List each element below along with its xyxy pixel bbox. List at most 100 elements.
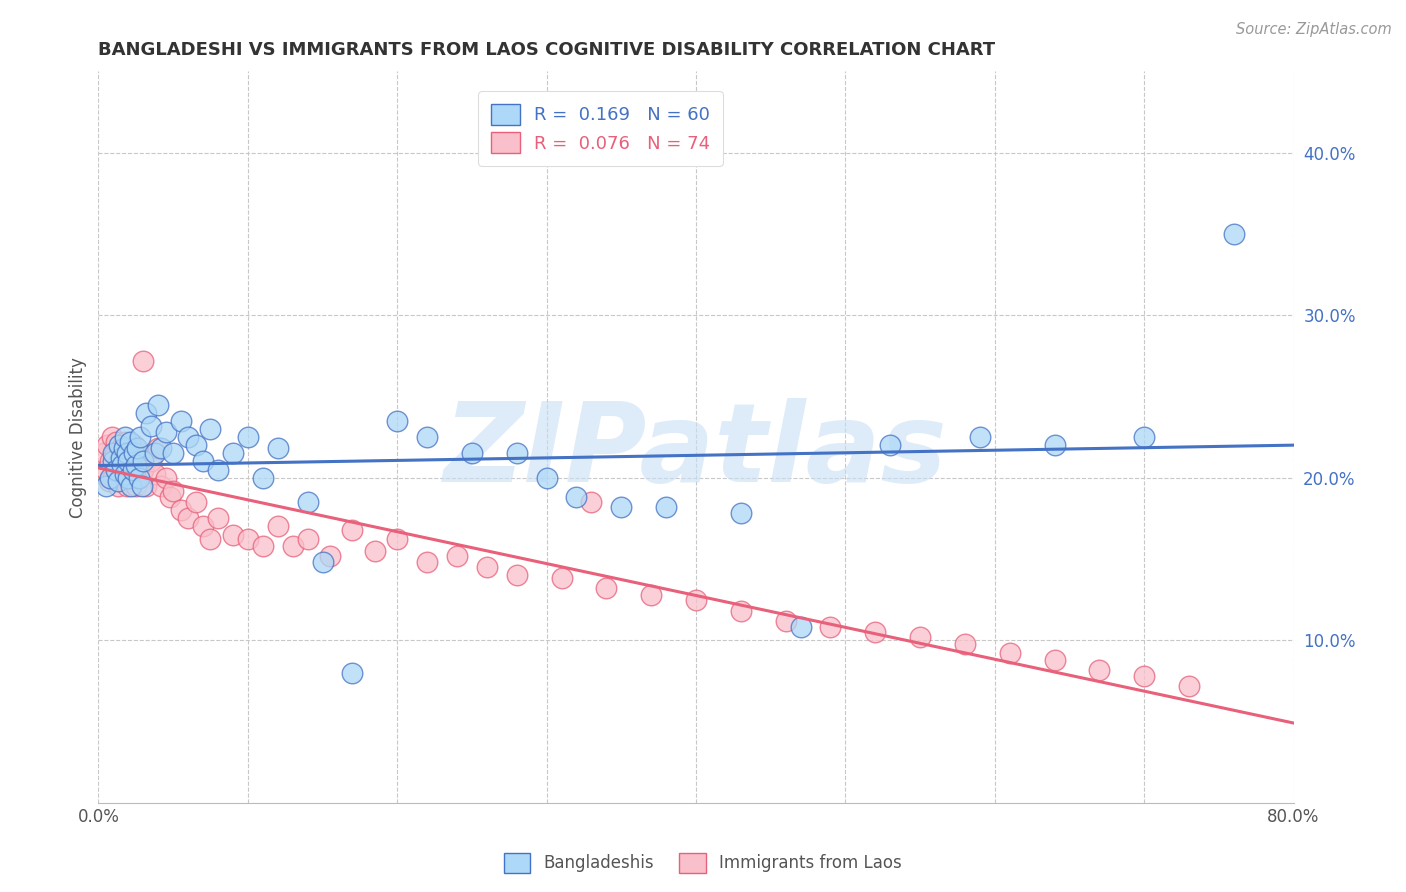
Point <box>125 458 148 472</box>
Point <box>139 418 162 433</box>
Point <box>640 588 662 602</box>
Point <box>775 614 797 628</box>
Point <box>104 446 127 460</box>
Point <box>96 438 118 452</box>
Point <box>107 479 129 493</box>
Point <box>103 471 125 485</box>
Point <box>124 446 146 460</box>
Point <box>200 422 222 436</box>
Point <box>565 490 588 504</box>
Point <box>114 467 136 482</box>
Point <box>252 471 274 485</box>
Point <box>110 467 132 482</box>
Point <box>177 511 200 525</box>
Legend: Bangladeshis, Immigrants from Laos: Bangladeshis, Immigrants from Laos <box>498 847 908 880</box>
Point <box>148 442 170 456</box>
Point <box>129 430 152 444</box>
Point <box>117 454 139 468</box>
Point <box>162 446 184 460</box>
Point <box>114 454 136 468</box>
Point <box>177 430 200 444</box>
Point <box>184 438 207 452</box>
Point <box>139 454 162 468</box>
Point <box>820 620 842 634</box>
Point <box>111 458 134 472</box>
Point <box>191 454 214 468</box>
Point <box>135 406 157 420</box>
Point <box>1088 663 1111 677</box>
Point <box>129 446 152 460</box>
Point <box>169 503 191 517</box>
Point <box>1178 679 1201 693</box>
Point <box>342 523 364 537</box>
Point <box>200 533 222 547</box>
Point <box>595 581 617 595</box>
Point <box>281 539 304 553</box>
Point <box>131 479 153 493</box>
Point <box>127 471 149 485</box>
Point <box>385 533 409 547</box>
Point <box>111 446 134 460</box>
Point <box>159 490 181 504</box>
Y-axis label: Cognitive Disability: Cognitive Disability <box>69 357 87 517</box>
Point <box>114 434 136 449</box>
Point <box>342 665 364 680</box>
Point <box>311 555 333 569</box>
Point <box>121 462 143 476</box>
Point <box>730 604 752 618</box>
Point <box>191 519 214 533</box>
Point <box>98 454 122 468</box>
Point <box>1043 438 1066 452</box>
Text: ZIPatlas: ZIPatlas <box>444 398 948 505</box>
Point <box>236 430 259 444</box>
Point <box>865 625 887 640</box>
Point <box>117 471 139 485</box>
Point <box>222 446 245 460</box>
Point <box>267 519 290 533</box>
Point <box>93 446 115 460</box>
Text: Source: ZipAtlas.com: Source: ZipAtlas.com <box>1236 22 1392 37</box>
Point <box>655 500 678 514</box>
Point <box>143 467 166 482</box>
Point <box>132 462 155 476</box>
Point <box>121 451 143 466</box>
Point <box>105 462 128 476</box>
Point <box>114 430 136 444</box>
Point <box>101 430 124 444</box>
Point <box>953 636 976 650</box>
Point <box>97 474 120 488</box>
Point <box>105 434 128 449</box>
Text: BANGLADESHI VS IMMIGRANTS FROM LAOS COGNITIVE DISABILITY CORRELATION CHART: BANGLADESHI VS IMMIGRANTS FROM LAOS COGN… <box>98 41 995 59</box>
Point <box>908 630 931 644</box>
Point <box>132 353 155 368</box>
Point <box>236 533 259 547</box>
Point <box>550 572 572 586</box>
Point <box>416 430 439 444</box>
Point <box>385 414 409 428</box>
Point <box>112 442 135 456</box>
Point <box>108 438 131 452</box>
Point <box>150 479 173 493</box>
Point <box>319 549 342 563</box>
Point <box>267 442 290 456</box>
Point <box>879 438 901 452</box>
Point <box>150 442 173 456</box>
Point <box>124 438 146 452</box>
Point <box>461 446 484 460</box>
Point <box>252 539 274 553</box>
Point <box>998 646 1021 660</box>
Point <box>475 560 498 574</box>
Point <box>98 471 122 485</box>
Point <box>117 462 139 476</box>
Point <box>297 533 319 547</box>
Point <box>107 474 129 488</box>
Point <box>730 507 752 521</box>
Point <box>115 446 138 460</box>
Point <box>207 462 229 476</box>
Point <box>222 527 245 541</box>
Point <box>143 446 166 460</box>
Point <box>110 442 132 456</box>
Point <box>297 495 319 509</box>
Point <box>132 454 155 468</box>
Point <box>416 555 439 569</box>
